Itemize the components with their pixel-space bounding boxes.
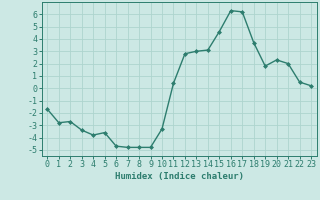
X-axis label: Humidex (Indice chaleur): Humidex (Indice chaleur) [115, 172, 244, 181]
